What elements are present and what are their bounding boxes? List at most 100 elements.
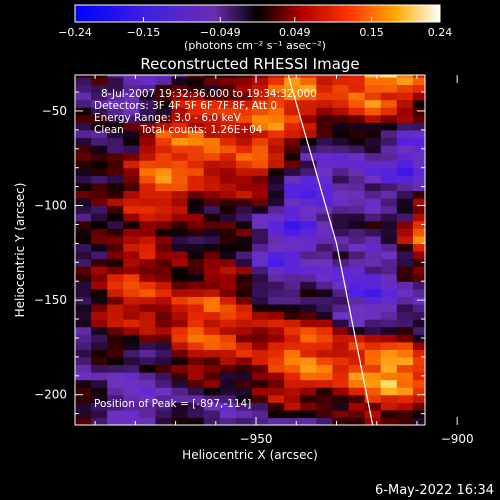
- heatmap-cell: [139, 84, 157, 93]
- heatmap-cell: [348, 349, 366, 358]
- heatmap-cell: [75, 220, 92, 229]
- heatmap-cell: [300, 213, 317, 222]
- heatmap-cell: [284, 281, 301, 290]
- heatmap-cell: [412, 311, 425, 320]
- heatmap-cell: [139, 402, 157, 411]
- heatmap-cell: [235, 228, 253, 237]
- annotation-energy-range: Energy Range: 3.0 - 6.0 keV: [94, 112, 242, 124]
- heatmap-cell: [348, 356, 366, 366]
- heatmap-cell: [300, 394, 317, 403]
- heatmap-cell: [332, 402, 350, 411]
- heatmap-cell: [348, 394, 366, 403]
- heatmap-cell: [348, 281, 366, 290]
- heatmap-cell: [219, 197, 237, 207]
- heatmap-cell: [75, 190, 92, 199]
- heatmap-cell: [139, 114, 157, 123]
- heatmap-cell: [396, 75, 414, 78]
- heatmap-cell: [380, 288, 398, 297]
- heatmap-cell: [316, 319, 334, 328]
- heatmap-cell: [187, 288, 205, 297]
- heatmap-cell: [91, 349, 108, 358]
- heatmap-cell: [300, 114, 317, 123]
- heatmap-cell: [75, 107, 92, 116]
- heatmap-cell: [348, 273, 366, 282]
- heatmap-cell: [412, 349, 425, 358]
- heatmap-cell: [364, 288, 382, 297]
- heatmap-cell: [300, 182, 317, 192]
- heatmap-cell: [219, 394, 237, 403]
- heatmap-cell: [316, 75, 334, 78]
- heatmap-cell: [155, 235, 173, 244]
- heatmap-cell: [139, 190, 157, 199]
- heatmap-cell: [332, 145, 350, 154]
- heatmap-cell: [268, 197, 285, 207]
- heatmap-cell: [91, 197, 108, 207]
- heatmap-cell: [412, 99, 425, 108]
- heatmap-cell: [171, 220, 189, 229]
- heatmap-cell: [348, 288, 366, 297]
- heatmap-cell: [75, 326, 92, 335]
- heatmap-cell: [123, 281, 140, 290]
- heatmap-cell: [219, 190, 237, 199]
- heatmap-cell: [364, 243, 382, 252]
- heatmap-cell: [203, 160, 221, 169]
- heatmap-cell: [155, 364, 173, 373]
- heatmap-cell: [364, 303, 382, 313]
- heatmap-cell: [139, 379, 157, 388]
- heatmap-cell: [219, 92, 237, 101]
- heatmap-cell: [123, 387, 140, 396]
- heatmap-cell: [155, 129, 173, 139]
- heatmap-cell: [139, 160, 157, 169]
- heatmap-cell: [252, 76, 269, 86]
- heatmap-cell: [107, 243, 124, 252]
- heatmap-cell: [396, 417, 414, 425]
- heatmap-cell: [75, 114, 92, 123]
- heatmap-cell: [412, 228, 425, 237]
- heatmap-cell: [380, 160, 398, 169]
- heatmap-cell: [364, 266, 382, 275]
- heatmap-cell: [316, 402, 334, 411]
- heatmap-cell: [91, 273, 108, 282]
- heatmap-cell: [171, 145, 189, 154]
- heatmap-cell: [316, 145, 334, 154]
- heatmap-cell: [348, 243, 366, 252]
- heatmap-cell: [252, 145, 269, 154]
- heatmap-cell: [252, 137, 269, 146]
- heatmap-cell: [268, 334, 285, 343]
- heatmap-cell: [123, 197, 140, 207]
- heatmap-cell: [75, 175, 92, 184]
- heatmap-cell: [284, 402, 301, 411]
- heatmap-cell: [268, 160, 285, 169]
- heatmap-cell: [139, 182, 157, 192]
- heatmap-cell: [252, 92, 269, 101]
- heatmap-cell: [203, 394, 221, 403]
- heatmap-cell: [219, 258, 237, 267]
- heatmap-cell: [171, 319, 189, 328]
- heatmap-cell: [284, 394, 301, 403]
- heatmap-cell: [107, 122, 124, 131]
- heatmap-cell: [75, 99, 92, 108]
- heatmap-cell: [380, 114, 398, 123]
- heatmap-cell: [91, 311, 108, 320]
- heatmap-cell: [268, 145, 285, 154]
- heatmap-cell: [219, 99, 237, 108]
- heatmap-cell: [348, 402, 366, 411]
- heatmap-cell: [139, 122, 157, 131]
- heatmap-cell: [187, 258, 205, 267]
- heatmap-cell: [107, 182, 124, 192]
- heatmap-cell: [235, 281, 253, 290]
- heatmap-cell: [380, 167, 398, 176]
- heatmap-cell: [316, 76, 334, 86]
- heatmap-cell: [364, 341, 382, 350]
- heatmap-cell: [396, 372, 414, 381]
- heatmap-cell: [316, 311, 334, 320]
- heatmap-cell: [203, 296, 221, 305]
- heatmap-cell: [235, 326, 253, 335]
- heatmap-cell: [348, 160, 366, 169]
- heatmap-cell: [316, 220, 334, 229]
- heatmap-cell: [316, 129, 334, 139]
- heatmap-cell: [91, 341, 108, 350]
- heatmap-cell: [219, 182, 237, 192]
- heatmap-cell: [396, 99, 414, 108]
- heatmap-cell: [139, 266, 157, 275]
